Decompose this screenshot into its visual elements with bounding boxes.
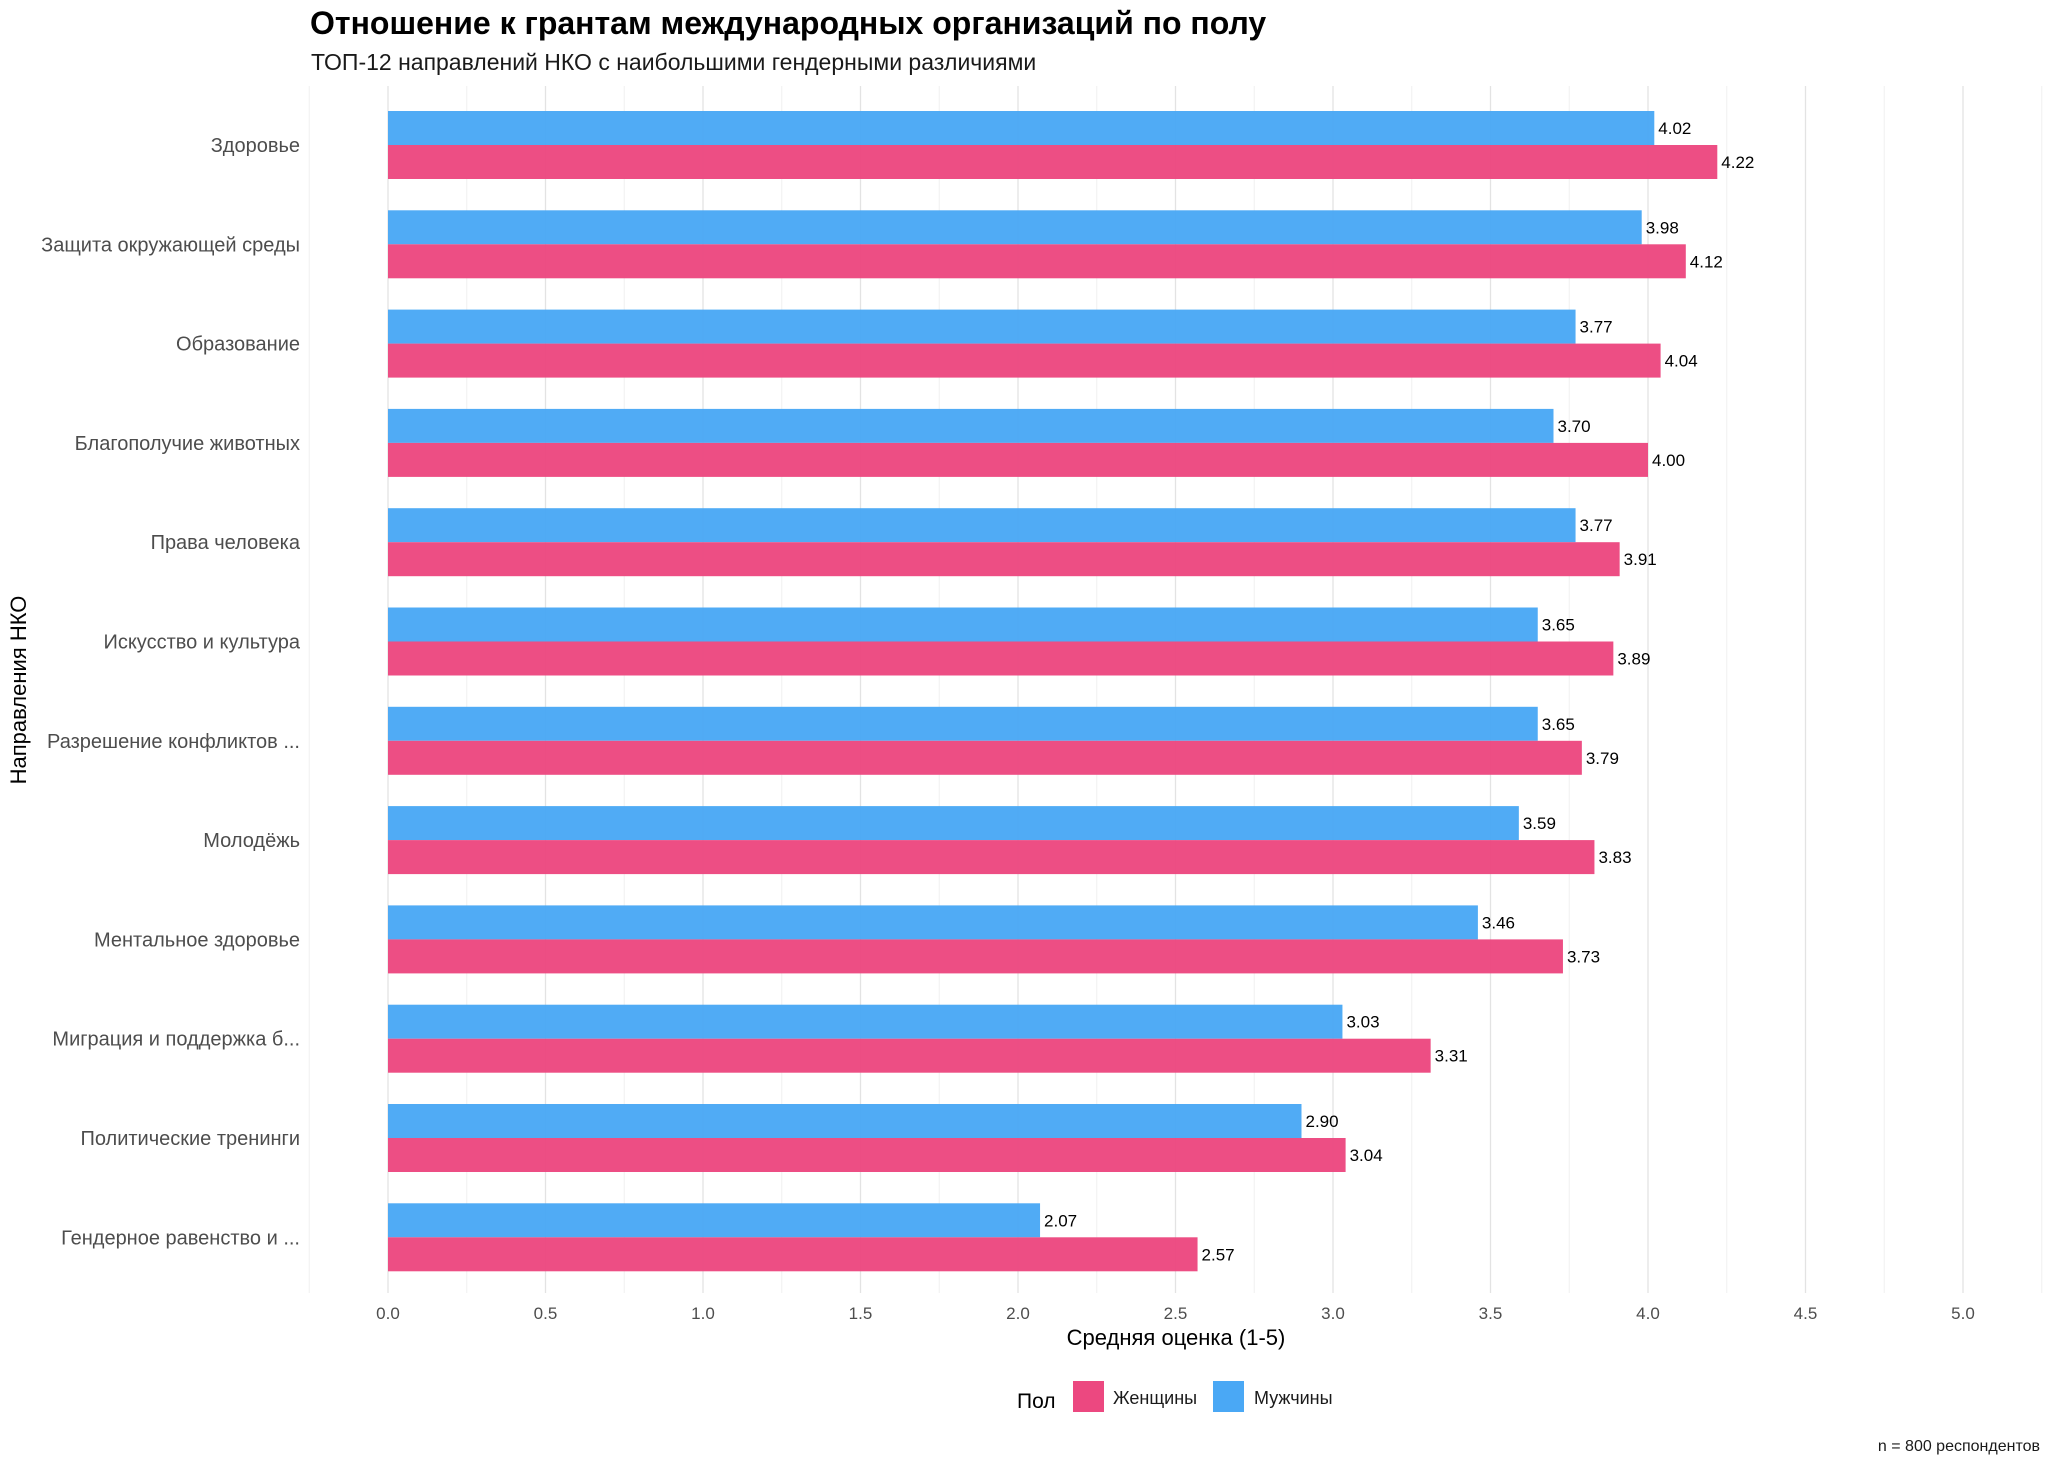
bar-value-label-men: 3.03 bbox=[1346, 1013, 1379, 1032]
bar-men bbox=[388, 1203, 1041, 1238]
legend-label-men: Мужчины bbox=[1254, 1388, 1333, 1408]
bar-men bbox=[388, 111, 1655, 145]
x-tick-label: 3.0 bbox=[1321, 1304, 1345, 1323]
bar-women bbox=[388, 1237, 1198, 1272]
bar-value-label-women: 4.22 bbox=[1721, 153, 1754, 172]
bar-value-label-women: 4.00 bbox=[1652, 451, 1685, 470]
x-tick-label: 3.5 bbox=[1479, 1304, 1503, 1323]
x-tick-label: 1.5 bbox=[849, 1304, 873, 1323]
y-tick-label: Гендерное равенство и ... bbox=[61, 1227, 300, 1249]
x-tick-label: 0.5 bbox=[534, 1304, 558, 1323]
bar-women bbox=[388, 145, 1718, 179]
bar-men bbox=[388, 607, 1538, 642]
bar-value-label-men: 3.77 bbox=[1580, 516, 1613, 535]
bar-men bbox=[388, 1104, 1302, 1138]
bar-value-label-men: 3.46 bbox=[1482, 913, 1515, 932]
bar-value-label-women: 3.79 bbox=[1586, 749, 1619, 768]
bar-value-label-women: 3.31 bbox=[1435, 1047, 1468, 1066]
x-axis-title: Средняя оценка (1-5) bbox=[1067, 1325, 1286, 1350]
labels-layer: 4.02 4.22 3.98 4.12 3.77 4.04 3.70 4.00 3.77 3.91… bbox=[1044, 119, 1754, 1264]
bar-value-label-men: 3.77 bbox=[1580, 318, 1613, 337]
bar-women bbox=[388, 740, 1582, 775]
bar-women bbox=[388, 1038, 1431, 1073]
y-tick-label: Политические тренинги bbox=[80, 1128, 300, 1150]
x-tick-label: 5.0 bbox=[1951, 1304, 1975, 1323]
chart-subtitle: ТОП-12 направлений НКО с наибольшими ген… bbox=[311, 49, 1036, 75]
y-tick-label: Благополучие животных bbox=[75, 433, 300, 455]
y-tick-label: Искусство и культура bbox=[103, 632, 300, 654]
chart-title: Отношение к грантам международных органи… bbox=[310, 5, 1266, 41]
bar-men bbox=[388, 210, 1642, 245]
bar-women bbox=[388, 343, 1661, 378]
x-tick-label: 4.5 bbox=[1794, 1304, 1818, 1323]
legend-label-women: Женщины bbox=[1113, 1388, 1197, 1408]
bar-men bbox=[388, 508, 1576, 543]
y-axis-title: Направления НКО bbox=[6, 596, 31, 785]
bar-value-label-men: 4.02 bbox=[1658, 119, 1691, 138]
bar-value-label-men: 2.07 bbox=[1044, 1211, 1077, 1230]
bar-men bbox=[388, 706, 1538, 741]
x-tick-label: 4.0 bbox=[1636, 1304, 1660, 1323]
legend-title: Пол bbox=[1017, 1390, 1056, 1413]
bar-value-label-men: 3.65 bbox=[1542, 616, 1575, 635]
bar-value-label-men: 3.65 bbox=[1542, 715, 1575, 734]
bar-value-label-women: 3.89 bbox=[1617, 650, 1650, 669]
y-tick-label: Ментальное здоровье bbox=[94, 929, 300, 951]
bar-women bbox=[388, 840, 1595, 875]
x-tick-label: 2.5 bbox=[1164, 1304, 1188, 1323]
bars-layer bbox=[388, 111, 1718, 1272]
y-tick-label: Здоровье bbox=[211, 135, 300, 157]
bar-value-label-men: 2.90 bbox=[1306, 1112, 1339, 1131]
bar-value-label-women: 3.83 bbox=[1598, 848, 1631, 867]
bar-women bbox=[388, 1138, 1346, 1172]
value-axis: 0.0 0.5 1.0 1.5 2.0 2.5 3.0 3.5 4.0 4.5 5.0 bbox=[376, 1304, 1975, 1323]
bar-value-label-men: 3.98 bbox=[1646, 218, 1679, 237]
legend-key-women bbox=[1073, 1381, 1104, 1412]
legend-key-men bbox=[1213, 1381, 1244, 1412]
bar-value-label-men: 3.70 bbox=[1558, 417, 1591, 436]
bar-men bbox=[388, 806, 1519, 841]
bar-men bbox=[388, 408, 1554, 443]
x-tick-label: 0.0 bbox=[376, 1304, 400, 1323]
bar-value-label-women: 3.73 bbox=[1567, 947, 1600, 966]
y-tick-label: Миграция и поддержка б... bbox=[52, 1029, 300, 1051]
bar-value-label-women: 3.91 bbox=[1624, 550, 1657, 569]
caption: n = 800 респондентов bbox=[1878, 1438, 2040, 1455]
y-tick-label: Разрешение конфликтов ... bbox=[47, 731, 300, 753]
bar-women bbox=[388, 244, 1686, 279]
bar-value-label-women: 4.04 bbox=[1665, 352, 1698, 371]
grid-layer bbox=[308, 86, 2043, 1293]
y-tick-label: Образование bbox=[176, 334, 300, 356]
y-tick-label: Права человека bbox=[151, 532, 301, 554]
bar-value-label-women: 3.04 bbox=[1350, 1146, 1383, 1165]
x-tick-label: 2.0 bbox=[1006, 1304, 1030, 1323]
bar-women bbox=[388, 939, 1563, 974]
bar-women bbox=[388, 442, 1648, 477]
y-tick-label: Защита окружающей среды bbox=[41, 234, 300, 256]
bar-value-label-women: 4.12 bbox=[1690, 252, 1723, 271]
bar-men bbox=[388, 905, 1478, 940]
bar-men bbox=[388, 309, 1576, 344]
bar-women bbox=[388, 641, 1614, 676]
legend: Пол Женщины Мужчины bbox=[1017, 1381, 1333, 1413]
x-tick-label: 1.0 bbox=[691, 1304, 715, 1323]
bar-value-label-men: 3.59 bbox=[1523, 814, 1556, 833]
bar-women bbox=[388, 542, 1620, 577]
y-tick-label: Молодёжь bbox=[203, 830, 300, 852]
bar-value-label-women: 2.57 bbox=[1202, 1245, 1235, 1264]
category-axis: Здоровье Защита окружающей среды Образован… bbox=[41, 135, 301, 1249]
bar-men bbox=[388, 1004, 1343, 1039]
